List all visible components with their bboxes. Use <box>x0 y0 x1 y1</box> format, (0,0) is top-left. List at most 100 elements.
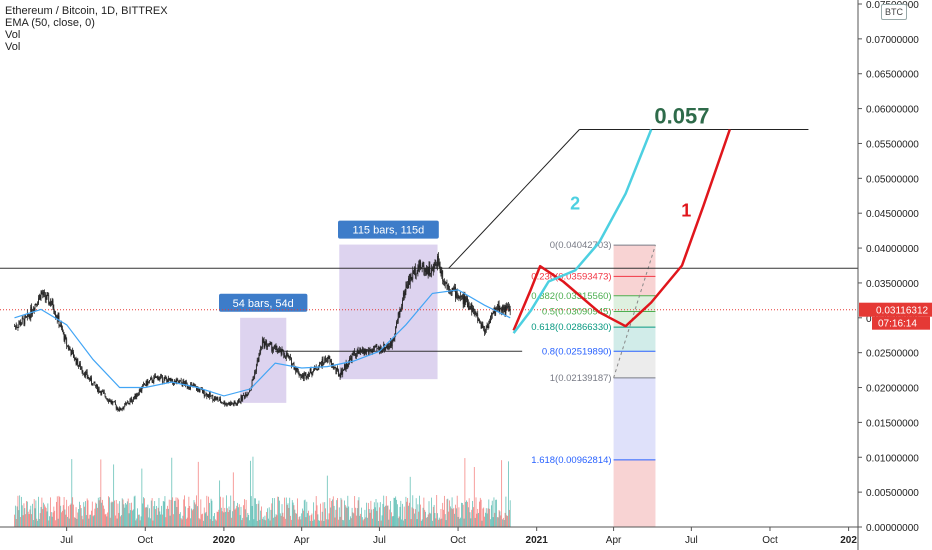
candle-down <box>263 338 265 347</box>
candle-down <box>236 404 238 406</box>
projection-path-1[interactable] <box>512 129 731 331</box>
candle-up <box>279 349 280 351</box>
volume-bar <box>49 516 50 527</box>
symbol-title[interactable]: Ethereum / Bitcoin, 1D, BITTREX <box>5 5 168 17</box>
candle-up <box>121 408 123 410</box>
volume-legend-2[interactable]: Vol <box>5 41 21 53</box>
volume-bar <box>211 500 213 527</box>
volume-bar <box>199 519 201 527</box>
candle-up <box>255 371 256 373</box>
volume-bar <box>53 506 55 527</box>
range-annotations[interactable]: 54 bars, 54d 115 bars, 115d <box>219 220 439 403</box>
candle-up <box>408 278 409 289</box>
candle-up <box>74 357 76 360</box>
candle-down <box>355 355 357 357</box>
candle-down <box>373 349 374 351</box>
volume-bar <box>478 512 479 527</box>
volume-bar <box>28 514 30 527</box>
volume-bar <box>300 519 302 527</box>
candle-down <box>450 290 452 292</box>
candle-up <box>267 345 269 347</box>
current-price-tag[interactable] <box>859 302 932 317</box>
candle-down <box>411 278 413 280</box>
candle-up <box>505 305 507 313</box>
volume-bar <box>251 505 253 527</box>
candle-down <box>363 351 365 353</box>
candle-down <box>175 380 177 384</box>
volume-bar <box>462 504 464 527</box>
candle-down <box>155 376 156 379</box>
candle-up <box>179 380 181 382</box>
candle-up <box>304 373 306 375</box>
volume-bar <box>458 507 460 527</box>
volume-bar <box>196 495 197 527</box>
bar-countdown-tag <box>872 316 930 330</box>
volume-bar <box>486 513 488 527</box>
volume-bar <box>32 503 33 527</box>
volume-bar <box>294 509 296 527</box>
volume-bar <box>355 507 356 527</box>
volume-bar <box>109 517 111 527</box>
ema-legend[interactable]: EMA (50, close, 0) <box>5 17 95 29</box>
volume-bar <box>128 513 130 527</box>
volume-bar <box>71 459 73 527</box>
volume-bar <box>88 518 90 527</box>
volume-bar <box>500 515 502 527</box>
volume-bar <box>319 520 321 527</box>
volume-bar <box>190 518 191 527</box>
volume-bar <box>434 512 436 527</box>
candle-up <box>32 311 33 314</box>
candle-down <box>453 288 455 290</box>
volume-bar <box>416 519 418 527</box>
volume-bar <box>37 520 39 527</box>
volume-bar <box>62 505 64 527</box>
candle-down <box>52 300 54 308</box>
volume-legend[interactable]: Vol <box>5 29 21 41</box>
target-trend-line[interactable] <box>448 129 580 269</box>
volume-bar <box>316 505 318 527</box>
volume-bar <box>260 510 262 527</box>
candle-down <box>77 358 79 367</box>
volume-bar <box>16 506 18 527</box>
candle-down <box>15 325 17 328</box>
volume-bar <box>469 512 471 527</box>
candle-down <box>144 384 146 386</box>
volume-bar <box>354 496 356 527</box>
candle-up <box>242 395 244 400</box>
volume-bar <box>262 516 264 527</box>
candle-up <box>247 393 249 395</box>
candle-up <box>460 296 462 298</box>
volume-bar <box>361 507 362 527</box>
candle-down <box>389 346 391 348</box>
candle-up <box>204 395 206 396</box>
volume-bar <box>465 502 467 527</box>
price-axis[interactable]: 0.075000000.070000000.065000000.06000000… <box>857 0 932 550</box>
candle-up <box>509 308 511 312</box>
currency-badge[interactable]: BTC <box>881 4 907 20</box>
volume-bar <box>208 496 209 527</box>
volume-bar <box>98 500 100 527</box>
projection-path-2[interactable] <box>512 129 653 334</box>
volume-bar <box>333 505 335 527</box>
candle-down <box>131 398 133 402</box>
time-tick-label: 2020 <box>213 535 236 546</box>
candle-down <box>406 284 408 286</box>
volume-bar <box>438 519 439 527</box>
projection-paths[interactable]: 12 <box>512 129 731 334</box>
candle-down <box>483 327 485 330</box>
volume-bar <box>44 504 45 527</box>
candle-up <box>26 313 28 317</box>
range-box[interactable] <box>240 317 287 403</box>
candle-down <box>36 303 38 305</box>
candle-up <box>83 373 85 375</box>
price-tick-label: 0.01000000 <box>866 453 919 464</box>
fib-level-label: 0.8(0.02519890) <box>542 346 612 357</box>
candle-up <box>430 273 432 275</box>
time-axis[interactable]: Jul Oct 2020 Apr Jul Oct 2021 Apr Jul Oct 202 <box>0 526 858 546</box>
volume-bar <box>496 499 497 527</box>
fibonacci-retracement[interactable]: 0(0.04042703) 0.236(0.03593473) 0.382(0.03… <box>531 240 656 527</box>
volume-bar <box>75 507 77 527</box>
candle-up <box>375 345 377 347</box>
candle-up <box>265 341 267 343</box>
